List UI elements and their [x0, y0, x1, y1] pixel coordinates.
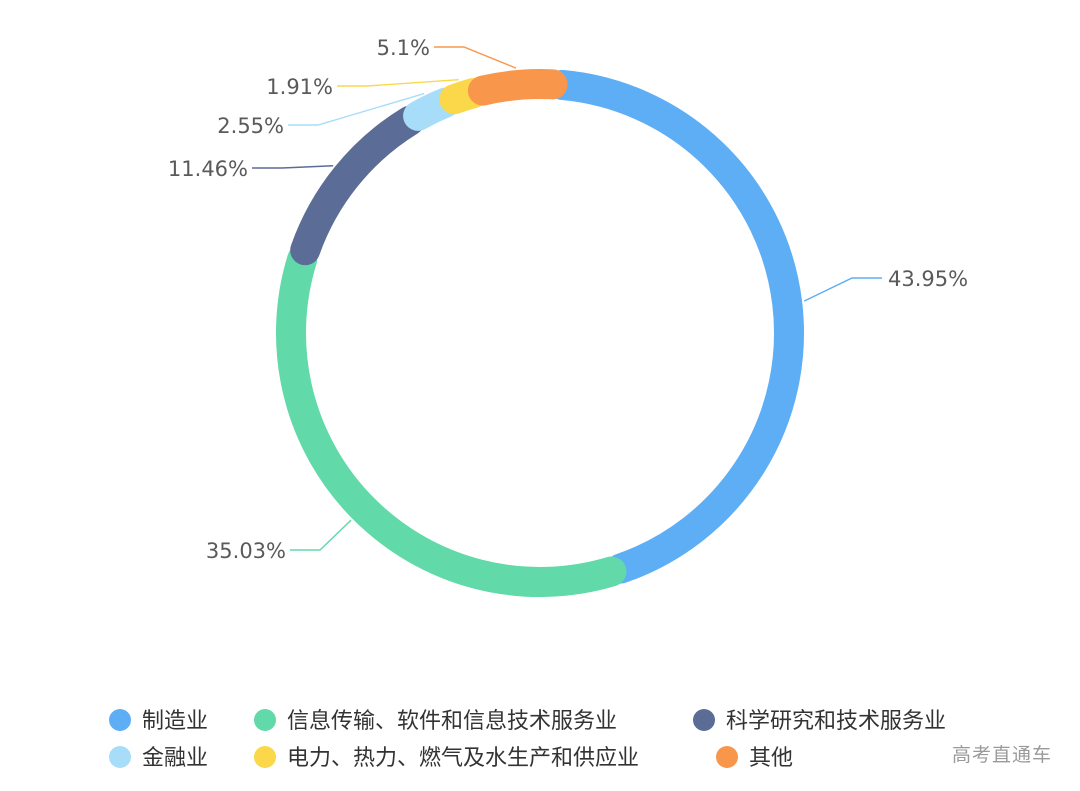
data-label: 1.91%	[266, 75, 333, 99]
data-label: 2.55%	[217, 114, 284, 138]
legend-marker	[109, 709, 131, 731]
watermark-text: 高考直通车	[951, 744, 1052, 766]
leader-line	[434, 46, 517, 69]
legend-marker	[254, 709, 276, 731]
donut-slices	[276, 69, 804, 597]
legend-marker	[716, 746, 738, 768]
legend-label: 制造业	[142, 709, 208, 734]
leader-line	[337, 79, 459, 87]
legend-marker	[109, 746, 131, 768]
leader-line	[803, 277, 882, 302]
data-label: 35.03%	[206, 539, 286, 563]
legend-label: 科学研究和技术服务业	[726, 709, 946, 734]
donut-slice	[467, 69, 568, 106]
data-labels: 43.95% 35.03% 11.46% 2.55% 1.91% 5.1%	[168, 36, 968, 563]
donut-slice	[276, 244, 627, 597]
data-label: 5.1%	[377, 36, 430, 60]
leader-line	[288, 92, 425, 126]
legend-label: 电力、热力、燃气及水生产和供应业	[287, 746, 639, 771]
data-label: 11.46%	[168, 157, 248, 181]
legend-marker	[693, 709, 715, 731]
leader-line	[290, 519, 352, 551]
legend-label: 其他	[749, 746, 793, 771]
leader-line	[252, 165, 334, 169]
label-leader-lines	[252, 46, 882, 551]
data-label: 43.95%	[888, 267, 968, 291]
legend-label: 信息传输、软件和信息技术服务业	[287, 709, 617, 734]
legend-label: 金融业	[142, 746, 208, 771]
donut-slice	[547, 69, 804, 584]
donut-slice	[290, 105, 425, 266]
legend-marker	[254, 746, 276, 768]
